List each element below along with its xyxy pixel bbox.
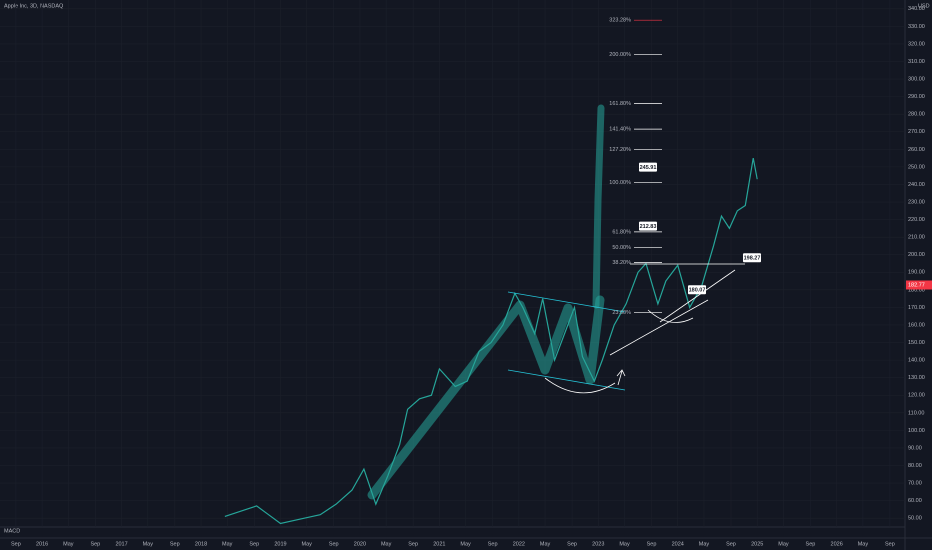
x-tick-label: Sep (170, 541, 180, 547)
brush-stroke (367, 295, 605, 500)
x-tick-label: May (858, 541, 869, 547)
y-tick-label: 140.00 (908, 358, 925, 364)
currency: USD (918, 3, 930, 9)
y-tick-label: 340.00 (908, 6, 925, 12)
y-tick-label: 200.00 (908, 252, 925, 258)
x-tick-label: 2020 (354, 541, 366, 547)
price-callout: 212.83 (640, 224, 657, 230)
y-tick-label: 210.00 (908, 235, 925, 241)
y-tick-label: 280.00 (908, 112, 925, 118)
x-tick-label: Sep (806, 541, 816, 547)
x-tick-label: Sep (249, 541, 259, 547)
x-tick-label: Sep (647, 541, 657, 547)
y-tick-label: 80.00 (908, 463, 922, 469)
price-callout: 245.91 (640, 165, 657, 171)
y-tick-label: 100.00 (908, 428, 925, 434)
x-tick-label: May (63, 541, 74, 547)
trend-line (659, 269, 736, 323)
price-callout-box (688, 285, 706, 295)
y-tick-label: 250.00 (908, 164, 925, 170)
y-tick-label: 270.00 (908, 129, 925, 135)
x-tick-label: Sep (408, 541, 418, 547)
y-tick-label: 110.00 (908, 410, 924, 416)
indicator-label: MACD (4, 528, 20, 534)
fib-label: 323.28% (609, 18, 631, 24)
x-tick-label: 2021 (433, 541, 445, 547)
fib-label: 127.20% (609, 147, 631, 153)
symbol-title: Apple Inc, 3D, NASDAQ (4, 3, 64, 9)
x-tick-label: May (540, 541, 551, 547)
y-tick-label: 240.00 (908, 182, 925, 188)
x-tick-label: May (222, 541, 233, 547)
x-tick-label: May (699, 541, 710, 547)
y-tick-label: 160.00 (908, 322, 925, 328)
y-tick-label: 130.00 (908, 375, 925, 381)
y-tick-label: 230.00 (908, 199, 925, 205)
arrow-head (616, 369, 626, 386)
y-tick-label: 330.00 (908, 24, 925, 30)
x-tick-label: Sep (90, 541, 100, 547)
x-tick-label: 2025 (751, 541, 763, 547)
x-tick-label: Sep (885, 541, 895, 547)
y-tick-label: 50.00 (908, 516, 922, 522)
x-tick-label: 2023 (592, 541, 604, 547)
drawings (367, 104, 745, 500)
x-tick-label: May (302, 541, 313, 547)
channel-line (507, 291, 626, 313)
x-tick-label: Sep (488, 541, 498, 547)
y-tick-label: 90.00 (908, 445, 922, 451)
y-tick-label: 120.00 (908, 393, 925, 399)
trend-line (609, 299, 709, 356)
x-tick-label: 2024 (672, 541, 684, 547)
price-callout: 180.07 (689, 287, 706, 293)
x-tick-label: May (381, 541, 392, 547)
y-tick-label: 150.00 (908, 340, 925, 346)
x-tick-label: 2026 (831, 541, 843, 547)
y-tick-label: 60.00 (908, 498, 922, 504)
fib-label: 23.60% (612, 310, 631, 316)
x-tick-label: Sep (329, 541, 339, 547)
y-tick-label: 220.00 (908, 217, 925, 223)
y-tick-label: 70.00 (908, 481, 922, 487)
x-tick-label: May (460, 541, 471, 547)
y-tick-label: 180.00 (908, 287, 925, 293)
x-tick-label: 2016 (36, 541, 48, 547)
x-tick-label: 2019 (274, 541, 286, 547)
y-tick-label: 300.00 (908, 77, 925, 83)
x-tick-label: Sep (726, 541, 736, 547)
y-tick-label: 170.00 (908, 305, 925, 311)
channel-line (507, 369, 626, 391)
price-callout: 198.27 (744, 256, 761, 262)
y-tick-label: 320.00 (908, 41, 925, 47)
fib-label: 50.00% (612, 245, 631, 251)
last-price-box (906, 280, 932, 290)
x-tick-label: 2017 (115, 541, 127, 547)
x-tick-label: 2018 (195, 541, 207, 547)
y-tick-label: 190.00 (908, 270, 925, 276)
arrow-curve (544, 377, 616, 394)
fib-label: 161.80% (609, 101, 631, 107)
y-tick-label: 290.00 (908, 94, 925, 100)
last-price: 182.77 (908, 283, 925, 289)
fib-label: 200.00% (609, 52, 631, 58)
fib-label: 61.80% (612, 229, 631, 235)
price-callout-box (743, 253, 761, 263)
x-tick-label: Sep (11, 541, 21, 547)
y-tick-label: 260.00 (908, 147, 925, 153)
fib-label: 100.00% (609, 180, 631, 186)
x-tick-label: 2022 (513, 541, 525, 547)
fib-label: 38.20% (612, 260, 631, 266)
fib-label: 141.40% (609, 127, 631, 133)
x-tick-label: May (619, 541, 630, 547)
price-callout-box (639, 162, 657, 172)
price-callout-box (639, 221, 657, 231)
x-tick-label: May (143, 541, 154, 547)
y-tick-label: 310.00 (908, 59, 925, 65)
brush-stroke (592, 104, 605, 309)
x-tick-label: May (778, 541, 789, 547)
x-tick-label: Sep (567, 541, 577, 547)
